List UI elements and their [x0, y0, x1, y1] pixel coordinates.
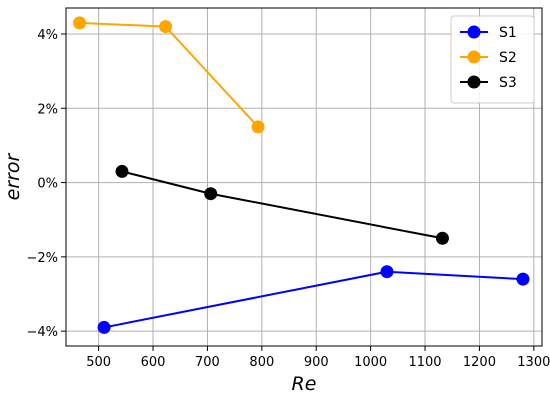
data-point	[73, 16, 87, 30]
y-tick-label: −2%	[26, 251, 58, 266]
y-tick-label: 2%	[37, 102, 58, 117]
x-tick-label: 1100	[408, 355, 441, 370]
series-line	[103, 270, 524, 329]
x-tick-label: 1200	[463, 355, 496, 370]
legend-item: S3	[460, 75, 517, 91]
x-axis: 500 600 700 800 900 1000 1100 1200 1300	[86, 346, 550, 370]
data-point	[97, 320, 111, 334]
data-point	[115, 164, 129, 178]
plot-frame	[65, 7, 543, 347]
series-group	[73, 16, 530, 334]
legend-label: S2	[499, 50, 517, 66]
series-line	[79, 21, 259, 128]
legend: S1 S2 S3	[450, 15, 535, 104]
y-tick-label: −4%	[26, 325, 58, 340]
series-s3	[115, 164, 449, 245]
legend-item: S2	[460, 50, 517, 66]
legend-marker	[467, 75, 481, 89]
legend-item: S1	[460, 25, 517, 41]
x-tick-label: 500	[86, 355, 111, 370]
series-line	[121, 170, 443, 240]
data-point	[159, 20, 173, 34]
x-tick-label: 800	[249, 355, 274, 370]
x-tick-label: 1300	[517, 355, 550, 370]
data-point	[380, 265, 394, 279]
x-tick-label: 600	[141, 355, 166, 370]
legend-box	[450, 15, 535, 104]
x-tick-label: 900	[304, 355, 329, 370]
y-tick-label: 4%	[37, 28, 58, 43]
series-s2	[73, 16, 265, 134]
data-point	[204, 187, 218, 201]
data-point	[251, 120, 265, 134]
x-tick-label: 1000	[354, 355, 387, 370]
legend-label: S1	[499, 25, 517, 41]
data-point	[435, 231, 449, 245]
y-tick-label: 0%	[37, 177, 58, 192]
x-axis-title: Re	[292, 373, 317, 395]
series-s1	[97, 265, 530, 334]
legend-marker	[467, 50, 481, 64]
data-point	[516, 272, 530, 286]
legend-label: S3	[499, 75, 517, 91]
y-axis-title: error	[2, 152, 24, 200]
x-tick-label: 700	[195, 355, 220, 370]
y-axis: −4% −2% 0% 2% 4%	[26, 28, 66, 340]
legend-marker	[467, 25, 481, 39]
